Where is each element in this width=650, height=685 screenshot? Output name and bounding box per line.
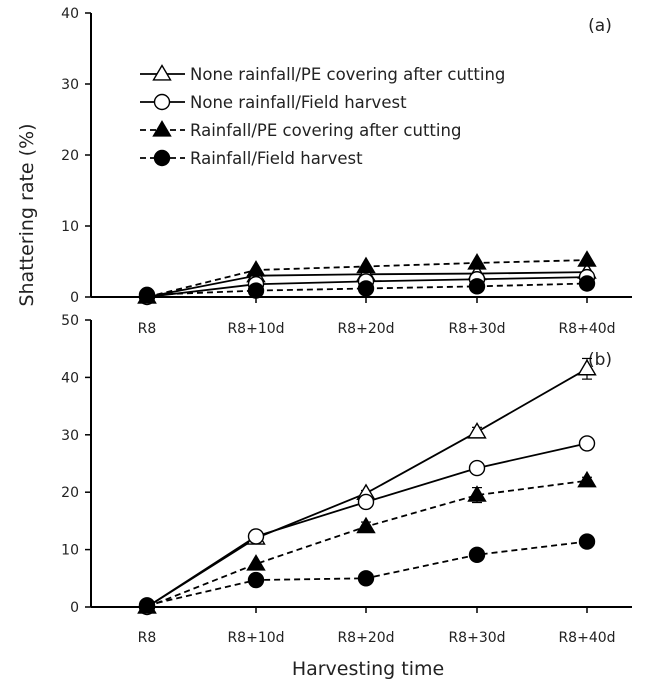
x-tick-label: R8+10d: [227, 321, 284, 337]
y-tick-label: 10: [61, 219, 79, 235]
x-axis-label: Harvesting time: [292, 658, 444, 680]
data-point: [577, 358, 597, 376]
legend-label: None rainfall/Field harvest: [190, 93, 407, 112]
legend: None rainfall/PE covering after cutting N…: [140, 64, 505, 168]
y-tick-label: 0: [70, 600, 79, 616]
data-point: [467, 253, 487, 270]
data-point: [357, 280, 375, 297]
y-tick-label: 40: [61, 6, 79, 22]
series-line: [146, 282, 588, 296]
data-point: [246, 260, 266, 277]
data-point: [357, 493, 375, 511]
y-tick-label: 10: [61, 543, 79, 559]
data-point: [247, 282, 265, 299]
legend-label: Rainfall/PE covering after cutting: [190, 121, 461, 140]
data-point: [468, 459, 486, 477]
x-tick-label: R8+10d: [227, 630, 284, 646]
panel-b: 0 10 20 30 40 50 R8 R8+10d R8+20d R8+30d R8+40d (b): [61, 313, 632, 646]
y-tick-label: 30: [61, 77, 79, 93]
data-point: [578, 533, 596, 550]
y-tick-label: 30: [61, 428, 79, 444]
y-axis-label: Shattering rate (%): [16, 123, 38, 306]
y-tick-label: 0: [70, 290, 79, 306]
legend-entry: Rainfall/Field harvest: [140, 149, 363, 168]
y-tick-label: 20: [61, 485, 79, 501]
data-point: [468, 546, 486, 563]
legend-marker: [152, 120, 172, 137]
legend-marker: [153, 149, 171, 167]
data-point: [138, 286, 156, 304]
panel-label: (a): [588, 16, 612, 36]
legend-marker: [153, 93, 171, 111]
data-point: [578, 435, 596, 452]
legend-label: None rainfall/PE covering after cutting: [190, 65, 505, 84]
legend-entry: Rainfall/PE covering after cutting: [140, 120, 461, 140]
y-tick-label: 40: [61, 370, 79, 386]
data-point: [246, 554, 266, 571]
data-point: [578, 275, 596, 292]
x-tick-label: R8+40d: [558, 630, 615, 646]
x-tick-label: R8: [138, 321, 157, 337]
data-point: [138, 597, 156, 614]
data-point: [247, 571, 265, 589]
legend-label: Rainfall/Field harvest: [190, 149, 363, 168]
legend-entry: None rainfall/Field harvest: [140, 93, 407, 112]
data-point: [467, 422, 487, 439]
legend-marker: [152, 64, 172, 81]
panel-label: (b): [588, 350, 612, 370]
data-point: [356, 516, 376, 534]
data-point: [356, 256, 376, 274]
x-tick-label: R8+40d: [558, 321, 615, 337]
data-point: [467, 485, 487, 502]
x-tick-label: R8+20d: [337, 630, 394, 646]
x-tick-label: R8+20d: [337, 321, 394, 337]
x-tick-label: R8+30d: [448, 630, 505, 646]
data-point: [247, 528, 265, 545]
data-point: [357, 570, 375, 587]
data-point: [468, 278, 486, 295]
x-tick-label: R8: [138, 630, 157, 646]
panel-a: 0 10 20 30 40 R8 R8+10d R8+20d R8+30d R8+40d (a): [61, 6, 632, 337]
legend-entry: None rainfall/PE covering after cutting: [140, 64, 505, 84]
y-tick-label: 50: [61, 313, 79, 329]
data-point: [577, 470, 597, 488]
y-tick-label: 20: [61, 148, 79, 164]
x-tick-label: R8+30d: [448, 321, 505, 337]
data-point: [577, 250, 597, 267]
